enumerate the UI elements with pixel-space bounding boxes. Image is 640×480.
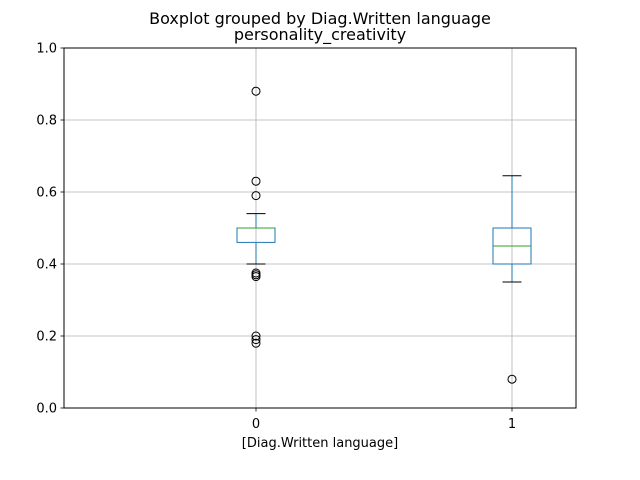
y-tick-label: 0.8 <box>36 114 57 129</box>
x-axis-label: [Diag.Written language] <box>242 436 398 451</box>
y-tick-label: 1.0 <box>36 42 57 57</box>
y-tick-label: 0.4 <box>36 258 57 273</box>
x-tick-label-0: 0 <box>252 417 260 432</box>
y-axis-ticks: 0.0 0.2 0.4 0.6 0.8 1.0 <box>36 42 64 417</box>
y-tick-label: 0.6 <box>36 186 57 201</box>
x-tick-label-1: 1 <box>508 417 516 432</box>
chart-title: personality_creativity <box>234 25 406 45</box>
y-tick-label: 0.0 <box>36 402 57 417</box>
y-tick-label: 0.2 <box>36 330 57 345</box>
boxes <box>237 87 531 383</box>
